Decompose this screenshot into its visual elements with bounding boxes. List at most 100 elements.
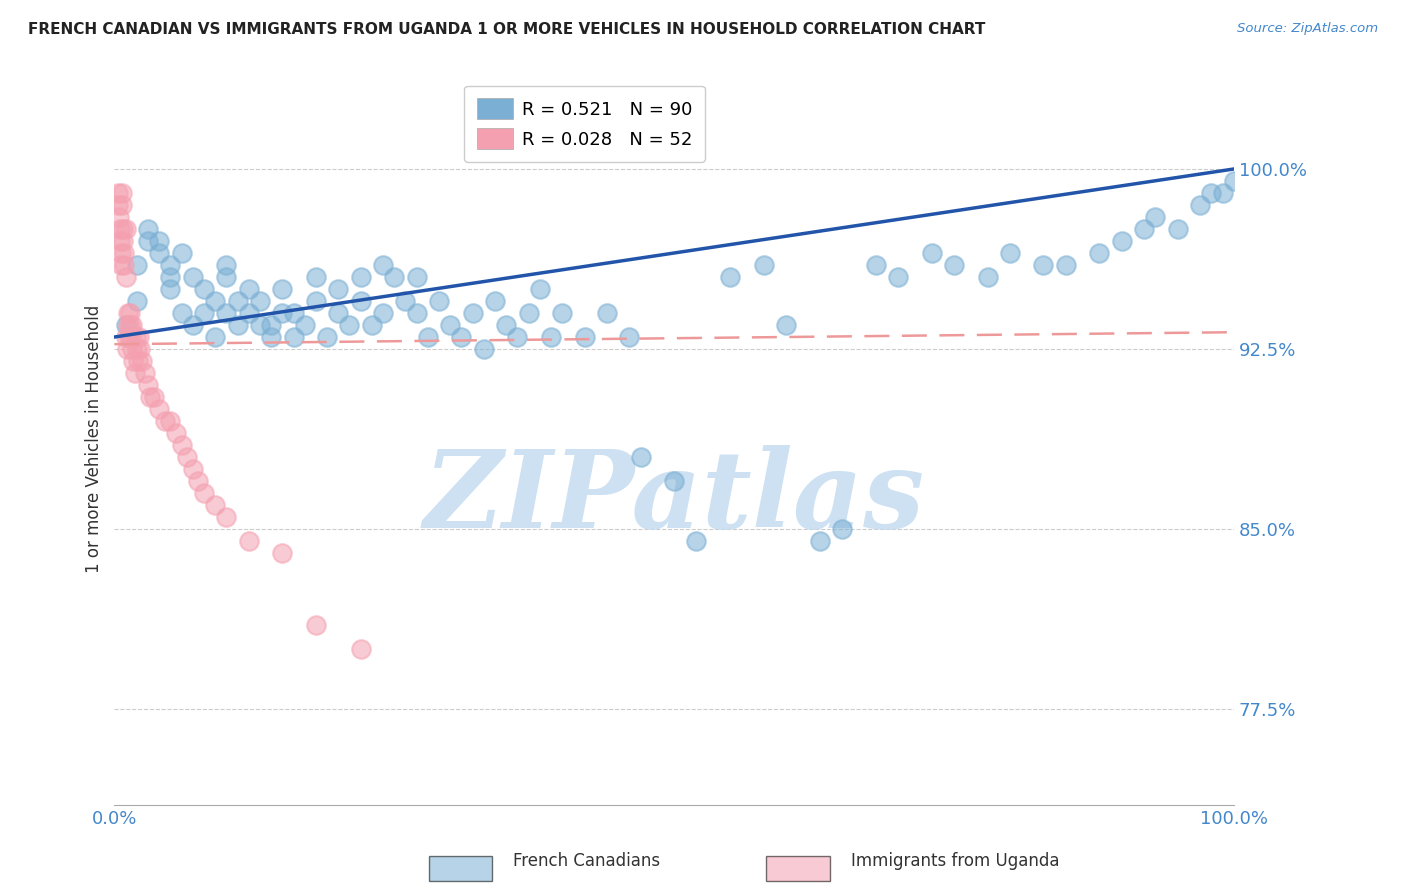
Point — [121, 342, 143, 356]
Point — [117, 306, 139, 320]
Point — [226, 293, 249, 308]
Point — [540, 330, 562, 344]
Point — [125, 258, 148, 272]
Point — [181, 318, 204, 332]
Point — [1111, 234, 1133, 248]
Point — [619, 330, 641, 344]
Point — [271, 282, 294, 296]
Point — [127, 354, 149, 368]
Point — [271, 306, 294, 320]
Point — [1201, 186, 1223, 200]
Point — [148, 234, 170, 248]
Point — [107, 186, 129, 200]
Point — [159, 258, 181, 272]
Point — [350, 642, 373, 657]
Point — [249, 318, 271, 332]
Point — [831, 522, 853, 536]
Point — [529, 282, 551, 296]
Point — [328, 306, 350, 320]
Point — [118, 330, 141, 344]
Point — [114, 258, 136, 272]
Point — [165, 425, 187, 440]
Point — [215, 270, 238, 285]
Point — [148, 246, 170, 260]
Point — [305, 618, 328, 632]
Point — [260, 330, 283, 344]
Point — [117, 318, 139, 332]
Point — [226, 318, 249, 332]
Point — [1144, 210, 1167, 224]
Point — [316, 330, 339, 344]
Point — [405, 270, 427, 285]
Point — [215, 306, 238, 320]
Point — [136, 234, 159, 248]
Point — [170, 246, 193, 260]
Point — [574, 330, 596, 344]
Point — [193, 486, 215, 500]
Point — [1054, 258, 1077, 272]
Point — [921, 246, 943, 260]
Text: ZIPatlas: ZIPatlas — [423, 444, 925, 550]
Point — [887, 270, 910, 285]
Point — [110, 246, 132, 260]
Point — [139, 390, 162, 404]
Point — [114, 222, 136, 236]
Point — [495, 318, 517, 332]
Point — [112, 222, 135, 236]
Point — [1212, 186, 1234, 200]
Point — [108, 210, 131, 224]
Legend: R = 0.521   N = 90, R = 0.028   N = 52: R = 0.521 N = 90, R = 0.028 N = 52 — [464, 86, 704, 161]
Point — [865, 258, 887, 272]
Point — [998, 246, 1021, 260]
Point — [1133, 222, 1156, 236]
Point — [1088, 246, 1111, 260]
Point — [506, 330, 529, 344]
Point — [134, 366, 156, 380]
Point — [122, 354, 145, 368]
Point — [108, 234, 131, 248]
Text: Immigrants from Uganda: Immigrants from Uganda — [851, 852, 1059, 870]
Point — [136, 222, 159, 236]
Text: Source: ZipAtlas.com: Source: ZipAtlas.com — [1237, 22, 1378, 36]
Point — [1223, 174, 1246, 188]
Point — [108, 222, 131, 236]
Point — [662, 474, 685, 488]
Point — [204, 293, 226, 308]
Point — [775, 318, 797, 332]
Point — [187, 474, 209, 488]
Point — [159, 282, 181, 296]
Point — [752, 258, 775, 272]
Point — [328, 282, 350, 296]
Point — [249, 293, 271, 308]
Point — [427, 293, 450, 308]
Point — [159, 414, 181, 428]
Point — [238, 282, 260, 296]
Point — [517, 306, 540, 320]
Point — [305, 270, 328, 285]
Point — [114, 318, 136, 332]
Point — [405, 306, 427, 320]
Point — [176, 450, 198, 464]
Point — [170, 438, 193, 452]
Y-axis label: 1 or more Vehicles in Household: 1 or more Vehicles in Household — [86, 305, 103, 574]
Point — [472, 342, 495, 356]
Point — [120, 330, 142, 344]
Point — [450, 330, 472, 344]
Point — [110, 258, 132, 272]
Point — [148, 402, 170, 417]
Point — [114, 246, 136, 260]
Point — [942, 258, 965, 272]
Point — [204, 498, 226, 512]
Point — [439, 318, 461, 332]
Point — [121, 318, 143, 332]
Point — [394, 293, 416, 308]
Point — [685, 534, 707, 549]
Point — [204, 330, 226, 344]
Point — [360, 318, 382, 332]
Point — [1189, 198, 1212, 212]
Point — [294, 318, 316, 332]
Point — [718, 270, 741, 285]
Point — [107, 198, 129, 212]
Point — [120, 306, 142, 320]
Point — [125, 330, 148, 344]
